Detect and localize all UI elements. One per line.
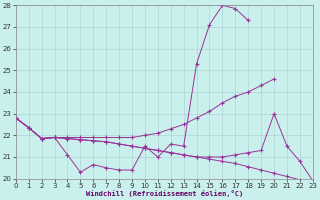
X-axis label: Windchill (Refroidissement éolien,°C): Windchill (Refroidissement éolien,°C) [86, 190, 243, 197]
